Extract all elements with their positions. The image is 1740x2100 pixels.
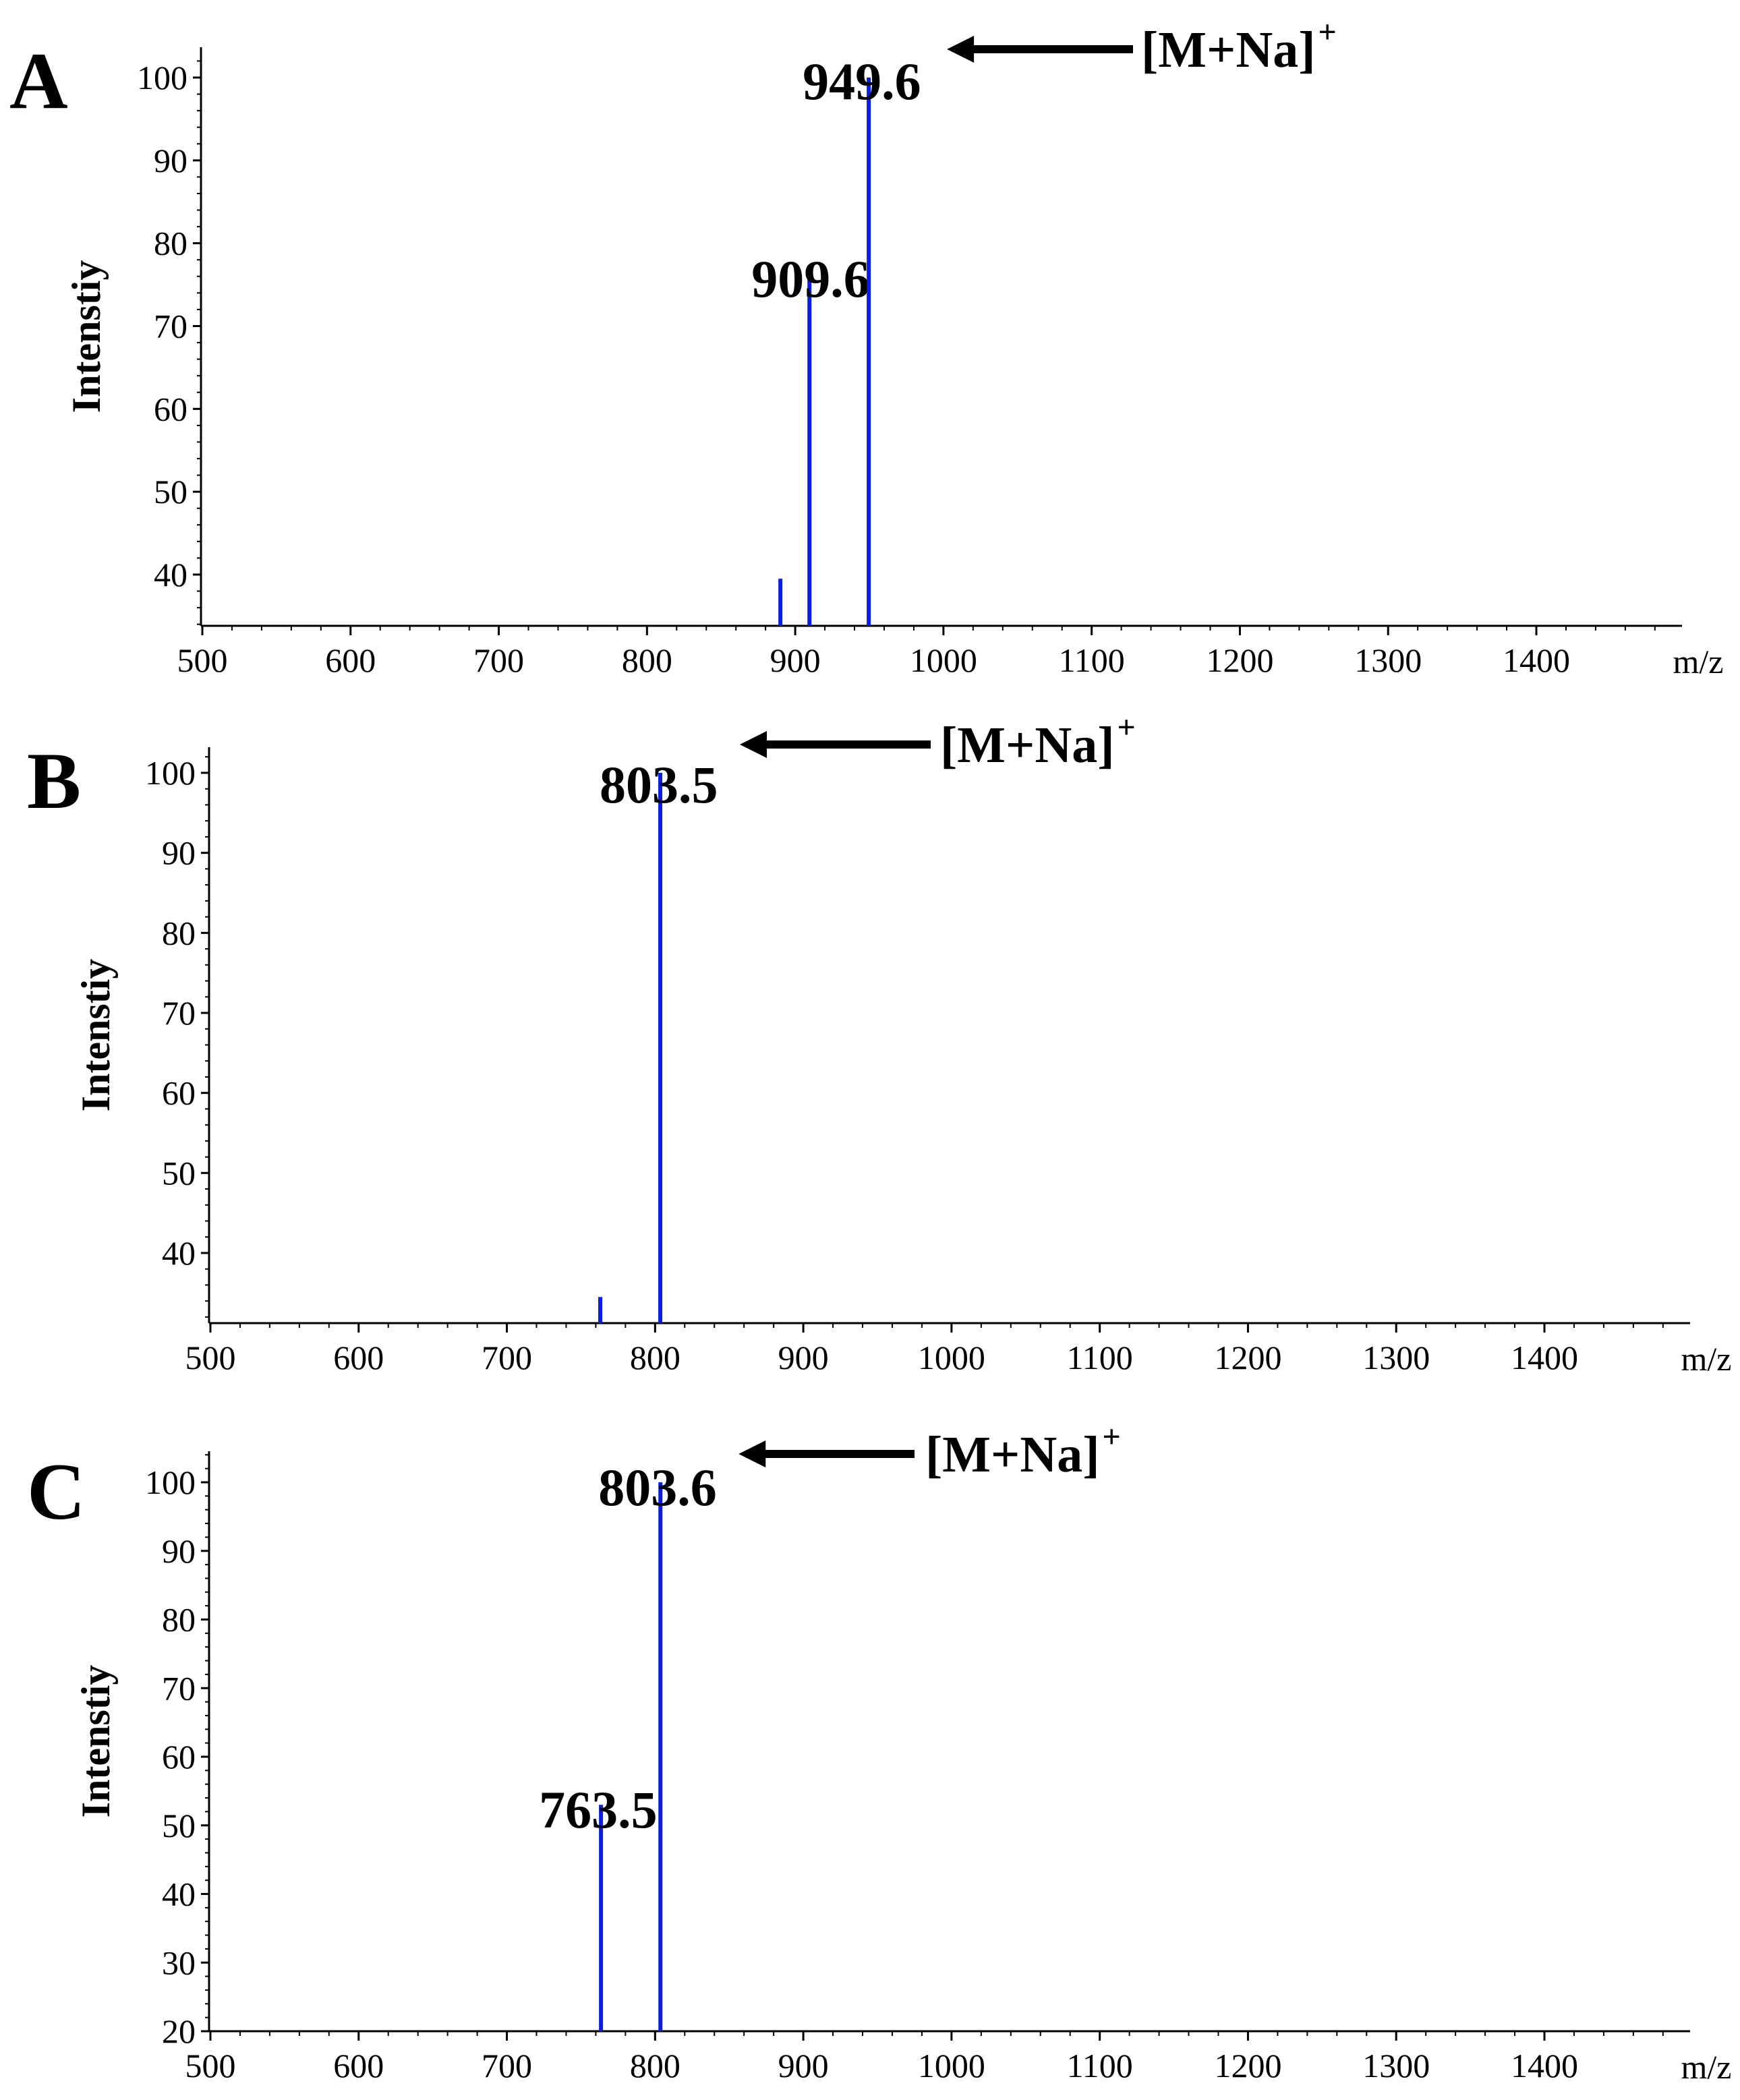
y-tick-label: 70: [154, 308, 187, 345]
x-tick-label: 800: [630, 1339, 680, 1376]
peak-label: 803.5: [600, 755, 718, 814]
x-axis-title: m/z: [1681, 1340, 1732, 1378]
x-tick-label: 1200: [1214, 2047, 1281, 2084]
annotation-arrow-head: [738, 1440, 766, 1467]
y-tick-label: 50: [162, 1807, 196, 1844]
y-tick-label: 100: [145, 754, 196, 792]
x-tick-label: 1100: [1067, 2047, 1133, 2084]
x-tick-label: 1400: [1511, 2047, 1578, 2084]
peak-bar: [599, 1805, 604, 2031]
y-tick-label: 50: [154, 473, 187, 511]
y-tick-label: 80: [162, 914, 196, 952]
ion-annotation-superscript: +: [1318, 14, 1337, 50]
x-tick-label: 1100: [1067, 1339, 1133, 1376]
x-tick-label: 1400: [1503, 641, 1570, 679]
panel-letter: C: [27, 1447, 86, 1536]
peak-bar: [778, 579, 783, 626]
y-axis-title: Intenstiy: [64, 260, 109, 413]
y-tick-label: 100: [137, 59, 187, 96]
x-tick-label: 600: [333, 2047, 384, 2084]
y-axis-title: Intenstiy: [74, 1665, 118, 1818]
x-tick-label: 1400: [1511, 1339, 1578, 1376]
y-tick-label: 70: [162, 994, 196, 1032]
peak-label: 909.6: [751, 250, 870, 308]
y-tick-label: 50: [162, 1154, 196, 1192]
y-tick-label: 80: [162, 1601, 196, 1639]
x-axis-title: m/z: [1673, 643, 1724, 680]
x-tick-label: 1000: [918, 1339, 985, 1376]
x-tick-label: 1000: [918, 2047, 985, 2084]
x-tick-label: 600: [325, 641, 376, 679]
x-tick-label: 700: [482, 2047, 532, 2084]
ion-annotation-label: [M+Na]: [940, 717, 1115, 774]
y-tick-label: 100: [145, 1463, 196, 1501]
peak-bar: [658, 773, 663, 1323]
y-tick-label: 40: [162, 1234, 196, 1272]
y-tick-label: 80: [154, 225, 187, 262]
x-tick-label: 1300: [1362, 2047, 1430, 2084]
x-tick-label: 1000: [910, 641, 977, 679]
y-tick-label: 40: [154, 556, 187, 593]
y-tick-label: 90: [162, 1532, 196, 1570]
peak-bar: [658, 1482, 663, 2031]
x-tick-label: 900: [770, 641, 821, 679]
ion-annotation-label: [M+Na]: [1141, 22, 1316, 78]
y-tick-label: 60: [154, 390, 187, 428]
annotation-arrow-head: [740, 731, 767, 758]
x-tick-label: 700: [473, 641, 524, 679]
peak-bar: [598, 1297, 603, 1323]
x-tick-label: 1200: [1206, 641, 1273, 679]
y-tick-label: 20: [162, 2012, 196, 2050]
x-tick-label: 1200: [1214, 1339, 1281, 1376]
annotation-arrow-head: [947, 36, 975, 63]
panel-B: 40 50 60 70 80 90 100 500 600 700 800 900 1000 1100 12…: [27, 709, 1731, 1378]
x-tick-label: 800: [630, 2047, 680, 2084]
x-tick-label: 500: [185, 2047, 236, 2084]
x-tick-label: 700: [482, 1339, 532, 1376]
y-tick-label: 90: [154, 142, 187, 179]
peak-label: 803.6: [598, 1458, 717, 1517]
x-tick-label: 500: [185, 1339, 236, 1376]
x-tick-label: 1100: [1059, 641, 1125, 679]
y-tick-label: 40: [162, 1875, 196, 1913]
x-tick-label: 1300: [1354, 641, 1422, 679]
x-axis-title: m/z: [1681, 2048, 1732, 2086]
peak-bar: [867, 78, 871, 626]
x-tick-label: 800: [622, 641, 672, 679]
x-tick-label: 500: [177, 641, 228, 679]
y-tick-label: 30: [162, 1944, 196, 1981]
y-tick-label: 90: [162, 834, 196, 872]
peak-bar: [807, 276, 812, 626]
peak-label: 763.5: [539, 1780, 658, 1839]
x-tick-label: 900: [778, 1339, 829, 1376]
y-tick-label: 60: [162, 1738, 196, 1776]
ion-annotation-label: [M+Na]: [925, 1426, 1100, 1483]
peak-label: 949.6: [803, 52, 921, 111]
panel-C: 20 30 40 50 60 70 80 90 100 500 600 700 800 900 1000 11…: [27, 1419, 1731, 2086]
x-tick-label: 900: [778, 2047, 829, 2084]
ion-annotation-superscript: +: [1103, 1419, 1121, 1455]
panel-A: 40 50 60 70 80 90 100 500 600 700 800 900 1000 1100 12…: [9, 14, 1723, 680]
y-tick-label: 70: [162, 1669, 196, 1707]
x-tick-label: 600: [333, 1339, 384, 1376]
panel-letter: B: [27, 736, 81, 825]
x-tick-label: 1300: [1362, 1339, 1430, 1376]
y-axis-title: Intenstiy: [74, 959, 118, 1112]
ion-annotation-superscript: +: [1118, 709, 1136, 745]
y-tick-label: 60: [162, 1074, 196, 1112]
panel-letter: A: [9, 36, 68, 125]
